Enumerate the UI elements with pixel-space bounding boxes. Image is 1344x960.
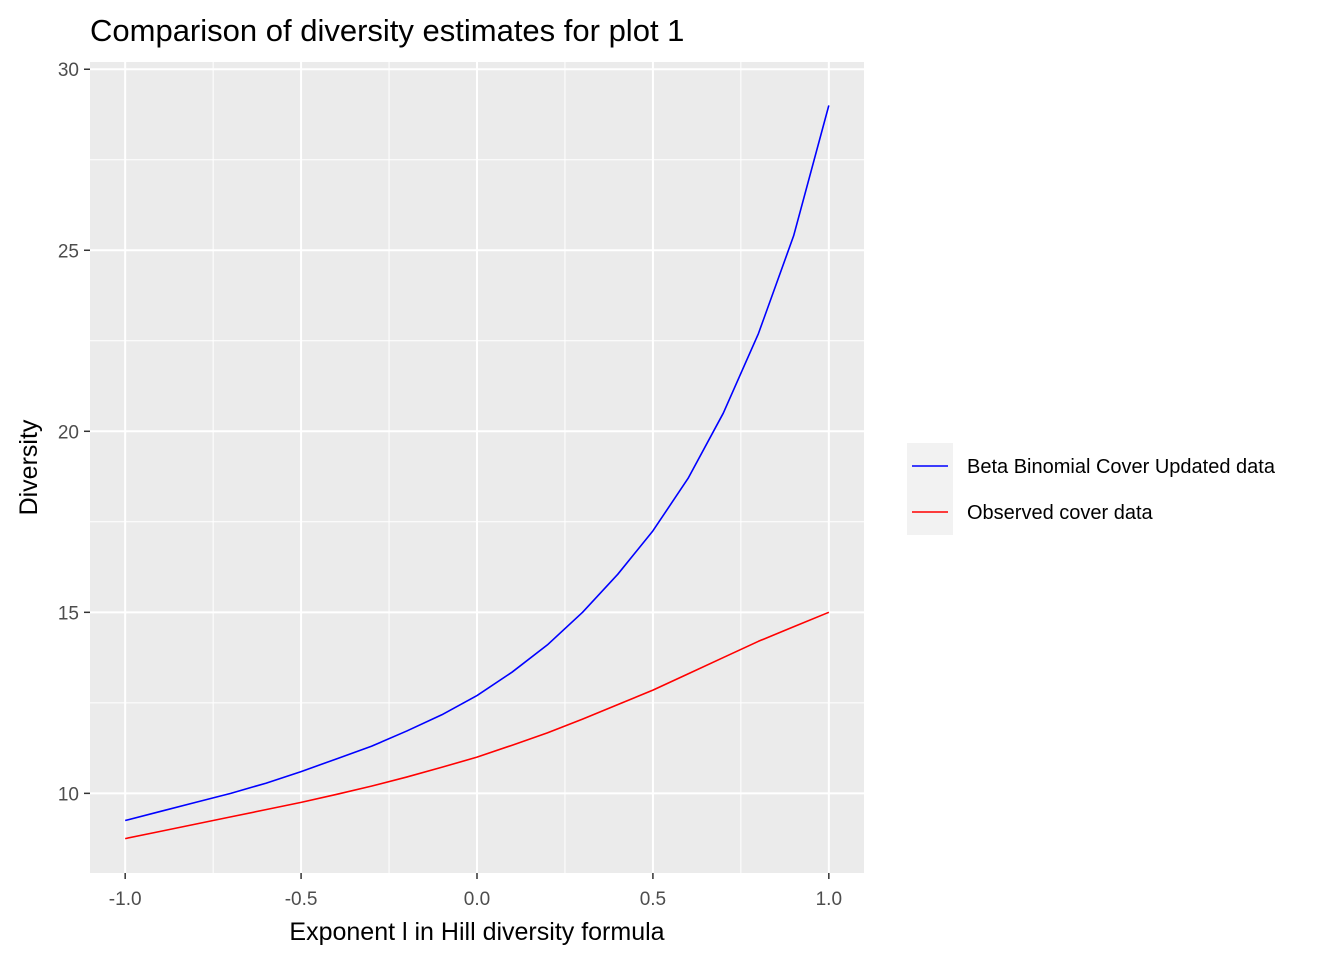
series-line-0 [124,105,830,822]
chart-title: Comparison of diversity estimates for pl… [90,13,684,48]
x-tick-label: 1.0 [816,889,842,910]
y-axis-title: Diversity [15,419,43,515]
legend-key-background [907,443,953,535]
series-line-1 [125,611,830,840]
y-tick-label: 10 [58,784,79,805]
y-tick-label: 30 [58,60,79,81]
x-axis: -1.0 -0.5 0.0 0.5 1.0 [109,873,842,910]
x-tick-label: -0.5 [285,889,318,910]
series-lines [124,105,830,840]
x-tick-label: 0.0 [464,889,490,910]
x-tick-label: 0.5 [640,889,666,910]
y-axis: 10 15 20 25 30 [58,60,90,805]
grid-major [90,62,864,873]
legend: Beta Binomial Cover Updated data Observed… [907,443,1276,535]
legend-label: Beta Binomial Cover Updated data [967,456,1276,478]
y-tick-label: 20 [58,422,79,443]
y-tick-label: 25 [58,241,79,262]
legend-label: Observed cover data [967,502,1154,524]
x-tick-label: -1.0 [109,889,142,910]
x-axis-title: Exponent l in Hill diversity formula [289,918,664,946]
y-tick-label: 15 [58,603,79,624]
